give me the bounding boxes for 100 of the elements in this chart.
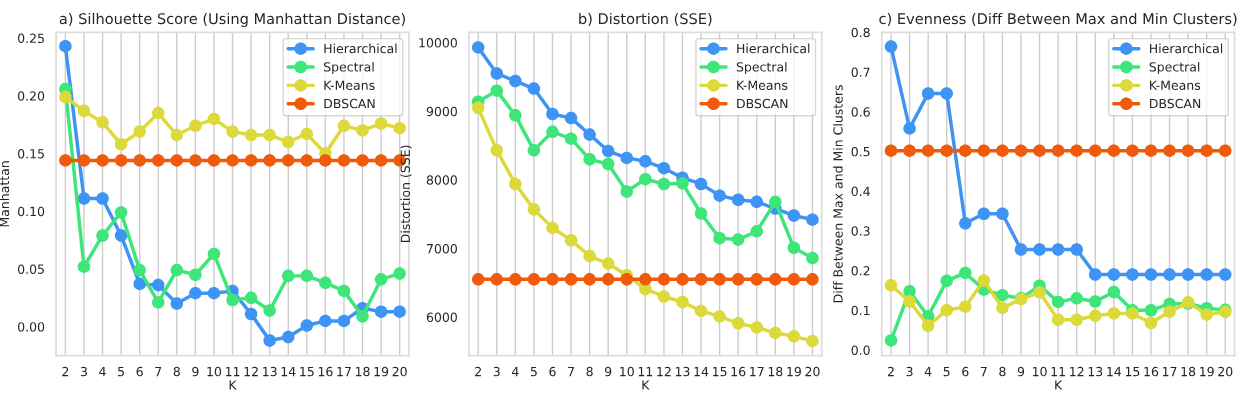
point bbox=[244, 128, 258, 142]
y-tick-label: 0.4 bbox=[851, 186, 870, 197]
x-tick-label: 2 bbox=[887, 366, 894, 377]
y-tick-label: 0.1 bbox=[851, 305, 870, 316]
point bbox=[189, 154, 202, 167]
y-tick-label: 0.3 bbox=[851, 226, 870, 236]
point bbox=[787, 241, 801, 255]
point bbox=[601, 273, 615, 286]
x-tick-label: 17 bbox=[337, 367, 351, 377]
point bbox=[959, 217, 972, 230]
point bbox=[356, 154, 369, 167]
point bbox=[657, 161, 671, 175]
x-tick-label: 10 bbox=[620, 366, 634, 377]
point bbox=[546, 107, 559, 121]
point bbox=[1163, 305, 1176, 319]
point bbox=[713, 189, 726, 202]
point bbox=[189, 119, 202, 133]
point bbox=[996, 288, 1009, 302]
point bbox=[356, 124, 369, 137]
point bbox=[300, 319, 314, 332]
point bbox=[713, 231, 726, 245]
point bbox=[356, 310, 369, 323]
point bbox=[903, 144, 916, 157]
point bbox=[1200, 144, 1213, 157]
point bbox=[750, 225, 763, 238]
legend-label: DBSCAN bbox=[1150, 98, 1201, 109]
point bbox=[152, 296, 165, 309]
point bbox=[152, 278, 165, 292]
x-tick-label: 15 bbox=[1125, 367, 1140, 377]
point bbox=[319, 154, 332, 167]
point bbox=[620, 273, 633, 286]
point bbox=[583, 249, 596, 263]
point bbox=[170, 263, 184, 277]
x-tick-label: 20 bbox=[805, 366, 820, 377]
chart-title: c) Evenness (Diff Between Max and Min Clusters) bbox=[879, 12, 1237, 26]
point bbox=[1144, 316, 1158, 330]
point bbox=[1144, 268, 1158, 281]
point bbox=[207, 286, 221, 300]
point bbox=[676, 273, 689, 286]
point bbox=[806, 273, 819, 286]
point bbox=[996, 144, 1009, 157]
legend-label: Spectral bbox=[324, 61, 374, 75]
point bbox=[1089, 144, 1102, 157]
y-tick-label: 7000 bbox=[427, 243, 457, 254]
point bbox=[546, 273, 559, 286]
x-tick-label: 14 bbox=[694, 367, 709, 377]
legend-label: Hierarchical bbox=[737, 43, 810, 54]
point bbox=[527, 144, 541, 157]
point bbox=[133, 263, 146, 277]
x-tick-label: 6 bbox=[549, 366, 556, 377]
x-tick-label: 13 bbox=[263, 366, 277, 377]
legend-label: Hierarchical bbox=[1150, 43, 1223, 54]
x-tick-label: 3 bbox=[493, 366, 500, 377]
x-tick-label: 10 bbox=[207, 366, 222, 377]
point bbox=[207, 112, 221, 126]
point bbox=[959, 266, 972, 280]
x-tick-label: 6 bbox=[962, 366, 969, 377]
point bbox=[77, 104, 91, 118]
y-tick-label: 0.5 bbox=[851, 146, 870, 157]
x-tick-label: 2 bbox=[475, 366, 481, 377]
point bbox=[921, 144, 935, 157]
point bbox=[1014, 144, 1028, 157]
point bbox=[601, 257, 615, 270]
point bbox=[96, 229, 109, 242]
point bbox=[1163, 144, 1176, 157]
point bbox=[374, 273, 388, 286]
point bbox=[77, 260, 91, 273]
point bbox=[114, 138, 128, 151]
point bbox=[1107, 268, 1121, 281]
y-tick-label: 0.2 bbox=[851, 266, 870, 276]
y-tick-label: 0.05 bbox=[18, 264, 44, 274]
x-tick-label: 5 bbox=[943, 367, 950, 377]
point bbox=[281, 154, 295, 167]
x-tick-label: 5 bbox=[530, 367, 537, 377]
point bbox=[769, 273, 782, 286]
x-tick-label: 18 bbox=[768, 366, 783, 377]
point bbox=[374, 154, 388, 167]
point bbox=[244, 154, 258, 167]
point bbox=[1126, 144, 1139, 157]
legend-label: Hierarchical bbox=[324, 43, 397, 54]
point bbox=[1144, 144, 1158, 157]
y-axis-title: Diff Between Max and Min Clusters bbox=[833, 85, 843, 303]
point bbox=[490, 84, 504, 97]
y-tick-label: 0.15 bbox=[18, 148, 44, 159]
point bbox=[940, 87, 953, 100]
point bbox=[921, 87, 935, 100]
point bbox=[244, 307, 258, 321]
legend-label: DBSCAN bbox=[324, 98, 375, 109]
x-tick-label: 4 bbox=[924, 367, 932, 377]
point bbox=[639, 172, 652, 186]
point bbox=[769, 326, 782, 340]
point bbox=[977, 274, 991, 287]
point bbox=[59, 39, 72, 53]
point bbox=[527, 273, 541, 286]
y-tick-label: 9000 bbox=[426, 106, 457, 117]
point bbox=[96, 192, 109, 205]
x-tick-label: 19 bbox=[787, 366, 801, 377]
x-tick-label: 11 bbox=[638, 367, 653, 377]
point bbox=[959, 300, 972, 313]
point bbox=[620, 151, 633, 165]
